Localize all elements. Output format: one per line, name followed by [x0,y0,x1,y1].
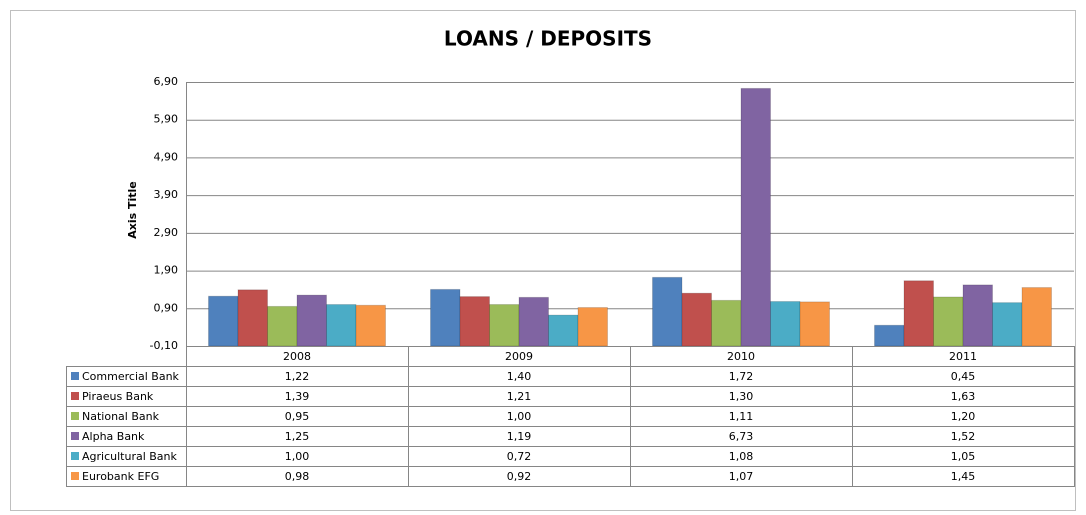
bar [681,292,712,347]
bar [355,304,386,347]
table-cell [852,466,1075,487]
bar [652,276,683,347]
table-value: 6,73 [729,430,754,443]
table-value: 0,98 [285,470,310,483]
table-value: 1,30 [729,390,754,403]
bar [962,284,993,347]
bar [326,304,357,347]
bar [992,302,1023,347]
table-value: 0,45 [951,370,976,383]
table-value: 1,11 [729,410,754,423]
table-value: 1,25 [285,430,310,443]
table-value: 1,40 [507,370,532,383]
table-value: 1,08 [729,450,754,463]
legend-key [71,372,79,380]
y-tick-label: 4,90 [154,150,179,163]
bar [237,289,268,347]
table-value: 1,63 [951,390,976,403]
legend-key [71,412,79,420]
bar [459,296,490,347]
bar [903,280,934,347]
table-value: 1,19 [507,430,532,443]
bar [548,314,579,347]
y-tick-label: 2,90 [154,226,179,239]
bar [1021,287,1052,347]
bar [577,307,608,347]
chart-title: LOANS / DEPOSITS [444,27,652,51]
x-tick-label: 2009 [505,350,533,363]
chart-frame [10,10,1076,511]
bar [296,294,327,347]
table-value: 1,21 [507,390,532,403]
legend-label: Commercial Bank [82,370,180,383]
y-tick-label: 5,90 [154,113,179,126]
bar [267,305,298,347]
table-value: 0,92 [507,470,532,483]
bar [770,300,801,347]
table-value: 1,07 [729,470,754,483]
y-axis-title: Axis Title [126,181,139,239]
x-tick-label: 2011 [949,350,977,363]
table-value: 1,72 [729,370,754,383]
y-tick-label: 3,90 [154,188,179,201]
bar [430,288,461,347]
legend-key [71,392,79,400]
legend-key [71,472,79,480]
table-value: 0,72 [507,450,532,463]
legend-label: Piraeus Bank [82,390,154,403]
table-value: 1,52 [951,430,976,443]
bar [740,87,771,347]
bar [799,301,830,347]
bar [874,324,905,347]
x-tick-label: 2010 [727,350,755,363]
legend-label: Agricultural Bank [82,450,178,463]
legend-label: National Bank [82,410,160,423]
table-value: 1,20 [951,410,976,423]
bar [208,295,239,347]
legend-key [71,432,79,440]
y-tick-label: -0,10 [150,339,178,352]
table-value: 1,39 [285,390,310,403]
y-tick-label: 0,90 [154,301,179,314]
legend-label: Alpha Bank [82,430,145,443]
y-tick-label: 6,90 [154,75,179,88]
table-value: 0,95 [285,410,310,423]
table-value: 1,45 [951,470,976,483]
table-value: 1,05 [951,450,976,463]
table-value: 1,22 [285,370,310,383]
x-tick-label: 2008 [283,350,311,363]
bar [933,296,964,347]
bar [711,299,742,347]
table-value: 1,00 [507,410,532,423]
table-value: 1,00 [285,450,310,463]
legend-label: Eurobank EFG [82,470,159,483]
legend-key [71,452,79,460]
bar [518,296,549,347]
bar [489,304,520,347]
y-tick-label: 1,90 [154,264,179,277]
